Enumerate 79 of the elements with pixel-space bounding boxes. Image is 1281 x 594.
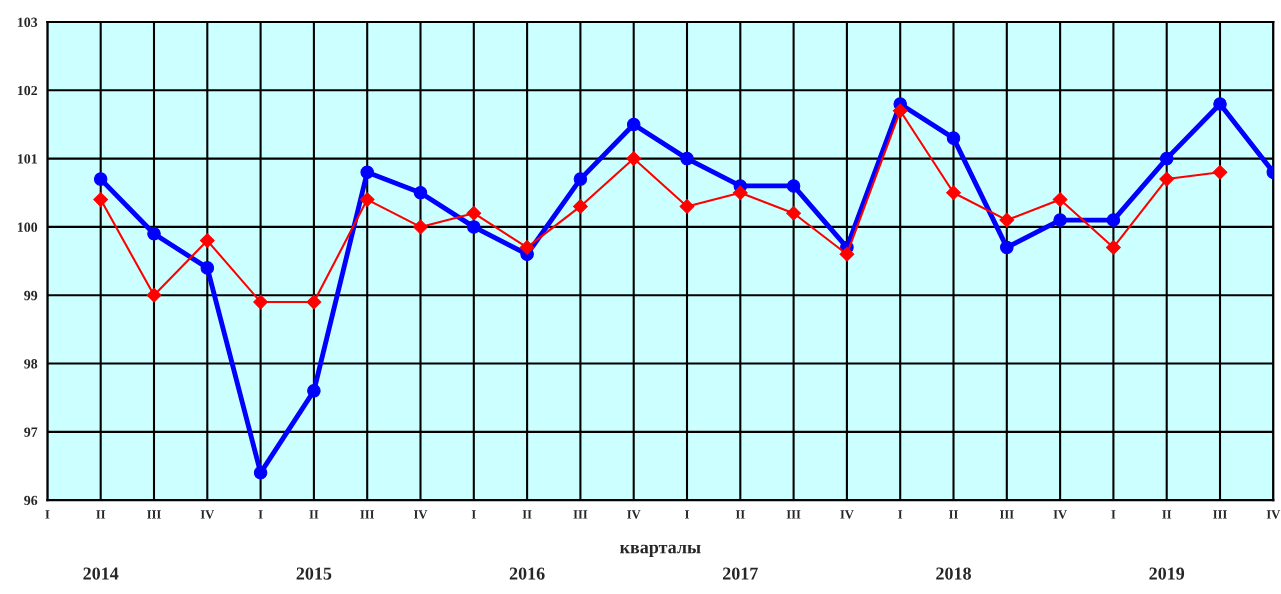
point xyxy=(626,117,641,132)
text: 2014 xyxy=(83,567,119,580)
x-tick-label: I xyxy=(685,510,690,519)
text: 2018 xyxy=(936,567,971,580)
point xyxy=(573,199,588,214)
point xyxy=(93,192,109,207)
point xyxy=(1159,171,1175,187)
y-tick-label: 97 xyxy=(24,427,38,437)
y-tick-label: 99 xyxy=(24,290,38,301)
point xyxy=(680,151,694,166)
point xyxy=(360,165,374,180)
x-tick-label: III xyxy=(1213,510,1227,519)
x-tick-label: IV xyxy=(627,510,641,519)
x-tick-label: II xyxy=(949,510,958,519)
y-tick-label: 98 xyxy=(24,359,38,369)
point xyxy=(413,185,428,200)
point xyxy=(732,185,748,201)
x-tick-label: I xyxy=(1111,510,1116,519)
point xyxy=(147,226,161,241)
x-tick-label: II xyxy=(309,510,319,519)
x-tick-label: IV xyxy=(413,510,428,519)
text: 2019 xyxy=(1149,567,1185,580)
point xyxy=(307,384,321,398)
point xyxy=(626,151,642,166)
point xyxy=(467,220,481,234)
point xyxy=(679,199,695,214)
y-tick-label: 102 xyxy=(17,85,38,96)
text: 2017 xyxy=(723,567,758,580)
point xyxy=(1212,164,1228,180)
point xyxy=(1213,97,1227,111)
x-tick-label: IV xyxy=(1053,510,1067,519)
point xyxy=(1159,151,1174,166)
x-tick-label: III xyxy=(573,510,588,519)
x-tick-label: IV xyxy=(1266,510,1281,519)
point xyxy=(1053,213,1067,227)
point xyxy=(466,205,482,221)
point xyxy=(146,287,162,303)
point xyxy=(1000,240,1014,255)
x-tick-label: I xyxy=(471,510,476,519)
x-tick-label: I xyxy=(258,510,263,519)
point xyxy=(1106,240,1121,255)
point xyxy=(200,261,215,275)
point xyxy=(253,466,268,480)
y-tick-label: 100 xyxy=(17,222,38,232)
x-tick-label: III xyxy=(360,510,375,519)
point xyxy=(786,205,801,221)
x-tick-label: III xyxy=(999,510,1014,519)
y-tick-label: 101 xyxy=(17,154,37,164)
x-tick-label: II xyxy=(735,510,745,519)
point xyxy=(946,131,961,145)
x-axis-title: кварталы xyxy=(620,544,701,558)
x-tick-label: I xyxy=(898,510,903,519)
y-tick-label: 96 xyxy=(24,495,38,506)
point xyxy=(359,192,375,207)
point xyxy=(93,172,108,186)
point xyxy=(199,233,215,248)
point xyxy=(999,212,1015,228)
point xyxy=(946,185,961,201)
x-tick-label: II xyxy=(1162,510,1172,519)
x-tick-label: III xyxy=(147,510,161,519)
x-tick-label: II xyxy=(96,510,106,519)
point xyxy=(413,219,428,235)
point xyxy=(253,294,268,310)
point xyxy=(839,246,855,262)
point xyxy=(786,179,801,193)
x-tick-label: III xyxy=(786,510,801,519)
point xyxy=(892,103,908,119)
point xyxy=(573,172,588,186)
point xyxy=(306,294,322,310)
x-tick-label: I xyxy=(45,510,50,519)
y-tick-label: 103 xyxy=(17,17,38,27)
text: 2016 xyxy=(509,567,545,580)
x-tick-label: II xyxy=(522,510,532,519)
x-tick-label: IV xyxy=(840,510,854,519)
point xyxy=(1106,213,1121,227)
point xyxy=(519,240,535,255)
text: 2015 xyxy=(296,567,332,580)
point xyxy=(1052,192,1068,207)
x-tick-label: IV xyxy=(200,510,215,519)
